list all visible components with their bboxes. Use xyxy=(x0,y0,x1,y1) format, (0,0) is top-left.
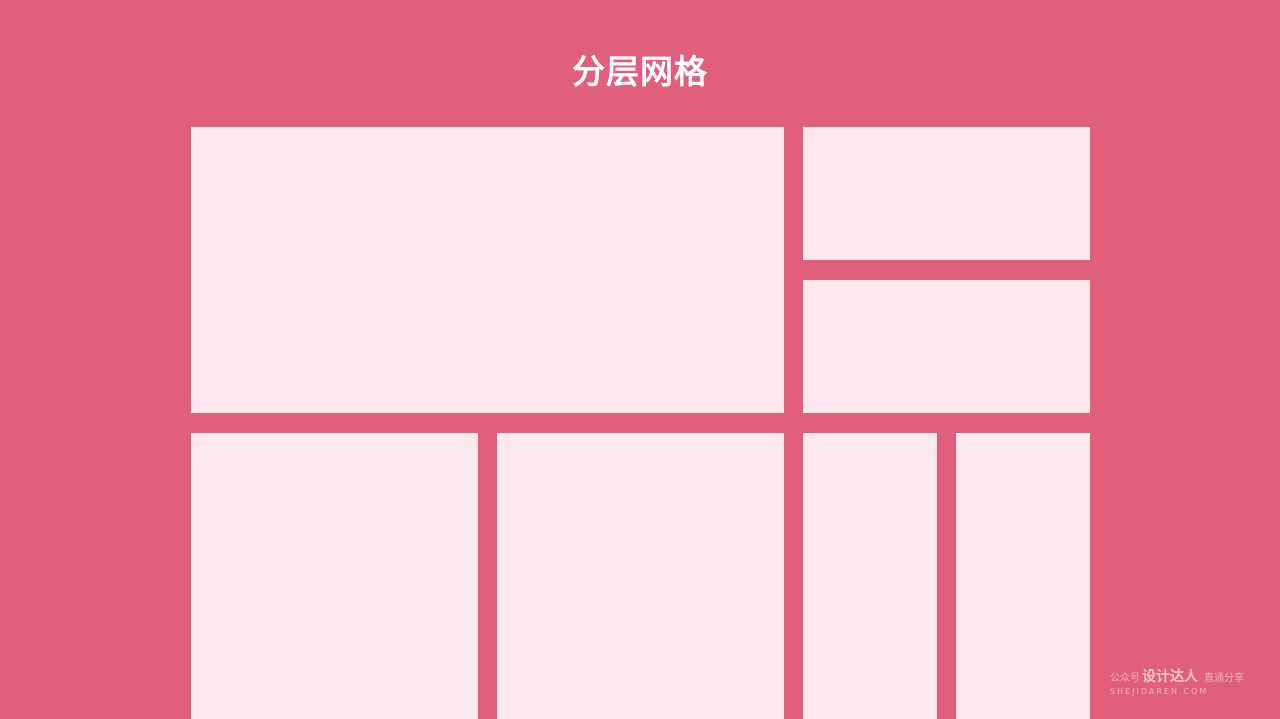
grid-cell-top-right-lower xyxy=(803,280,1090,413)
grid-cell-bottom-2 xyxy=(497,433,784,719)
grid-cell-large xyxy=(191,127,784,413)
grid-cell-bottom-3 xyxy=(803,433,937,719)
watermark: 公众号 设计达人 直通分享 SHEJIDAREN.COM xyxy=(1110,668,1270,704)
watermark-line: 公众号 设计达人 直通分享 xyxy=(1110,668,1270,686)
watermark-brand: 设计达人 xyxy=(1142,669,1198,685)
diagram-title: 分层网格 xyxy=(572,52,708,91)
watermark-prefix: 公众号 xyxy=(1110,673,1140,684)
watermark-url: SHEJIDAREN.COM xyxy=(1110,687,1209,696)
watermark-suffix: 直通分享 xyxy=(1204,673,1244,684)
grid-cell-bottom-4 xyxy=(956,433,1090,719)
grid-cell-bottom-1 xyxy=(191,433,478,719)
grid-cell-top-right-upper xyxy=(803,127,1090,260)
